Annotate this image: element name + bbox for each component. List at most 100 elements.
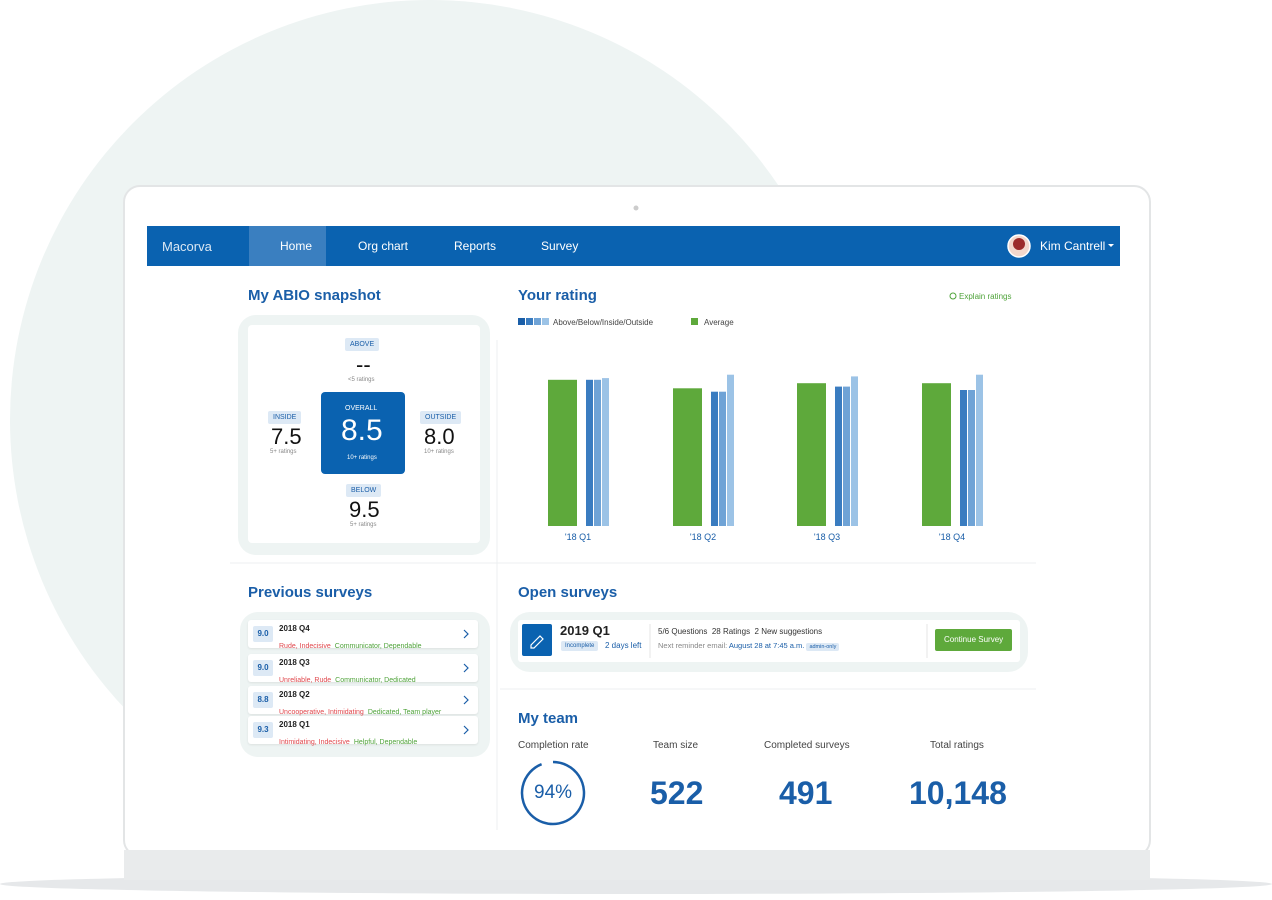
chevron[interactable] (462, 663, 470, 673)
abio-note: 10+ ratings (347, 455, 377, 461)
nav-item[interactable]: Home (280, 239, 313, 253)
open-card (518, 620, 1020, 662)
avatar-hair (1013, 238, 1025, 250)
abio-note: 5+ ratings (350, 522, 377, 528)
chevron[interactable] (462, 695, 470, 705)
stat-value: 491 (779, 775, 833, 811)
survey-period: 2018 Q4 (279, 624, 310, 633)
survey-due: 2 days left (605, 641, 642, 650)
bar (960, 390, 967, 526)
survey-traits: Intimidating, Indecisive Helpful, Dependa… (279, 731, 417, 749)
survey-row[interactable]: 9.0 2018 Q4 Rude, Indecisive Communicator, … (248, 620, 478, 650)
bar (968, 390, 975, 526)
abio-value: 7.5 (271, 424, 302, 449)
abio-value: 9.5 (349, 497, 380, 522)
nav-item[interactable]: Survey (541, 239, 579, 253)
brand[interactable]: Macorva (162, 239, 212, 254)
stat: 28 Ratings (711, 627, 751, 636)
nav-item[interactable]: Reports (454, 239, 497, 253)
survey-row[interactable]: 9.3 2018 Q1 Intimidating, Indecisive Helpfu… (248, 716, 478, 746)
rating-chart: Above/Below/Inside/Outside Average '18 Q1 '… (518, 318, 983, 542)
legend-label: Average (704, 318, 734, 327)
abio-note: <5 ratings (348, 377, 375, 383)
stat-label: Completed surveys (764, 740, 850, 751)
x-tick-label: '18 Q2 (690, 532, 716, 542)
chevron-path (463, 725, 469, 735)
section-title: My team (518, 710, 579, 727)
negative-traits: Unreliable, Rude (279, 677, 332, 684)
x-tick-label: '18 Q4 (939, 532, 965, 542)
survey-stats: 5/6 Questions 28 Ratings 2 New suggestio… (658, 627, 822, 636)
survey-traits: Unreliable, Rude Communicator, Dedicated (279, 669, 416, 687)
button-label[interactable]: Continue Survey (944, 635, 1004, 644)
nav-active (249, 226, 326, 266)
reminder: Next reminder email: August 28 at 7:45 a… (658, 641, 840, 651)
completion-ring (520, 760, 586, 826)
chevron-path (463, 695, 469, 705)
negative-traits: Rude, Indecisive (279, 643, 331, 650)
bar (835, 386, 842, 526)
positive-traits: Communicator, Dependable (334, 643, 422, 650)
survey-traits: Rude, Indecisive Communicator, Dependable (279, 635, 422, 653)
abio-label: OUTSIDE (420, 411, 462, 424)
abio-label: OVERALL (345, 405, 378, 412)
bar (594, 379, 601, 526)
bar (719, 391, 726, 526)
positive-traits: Helpful, Dependable (353, 739, 418, 746)
user-name[interactable]: Kim Cantrell (1040, 239, 1106, 253)
negative-traits: Intimidating, Indecisive (279, 739, 350, 746)
abio-value: -- (356, 352, 371, 377)
abio-label: ABOVE (345, 338, 380, 351)
abio-value: 8.0 (424, 424, 455, 449)
survey-score: 9.0 (253, 660, 273, 676)
survey-traits: Uncooperative, Intimidating Dedicated, Te… (279, 701, 441, 719)
reminder-date: August 28 at 7:45 a.m. (728, 641, 805, 650)
chevron[interactable] (462, 725, 470, 735)
stat-value: 522 (650, 775, 704, 811)
bar (922, 383, 951, 526)
section-title: Open surveys (518, 584, 618, 601)
legend-swatch (526, 318, 533, 325)
legend-swatch (542, 318, 549, 325)
explain-link[interactable]: Explain ratings (959, 292, 1012, 301)
survey-period: 2018 Q1 (279, 720, 310, 729)
info-icon (949, 292, 957, 300)
camera (633, 205, 639, 211)
positive-traits: Dedicated, Team player (367, 709, 442, 716)
x-tick-label: '18 Q1 (565, 532, 591, 542)
bar (843, 386, 850, 526)
abio-value: 8.5 (341, 414, 383, 447)
nav-item[interactable]: Org chart (358, 239, 409, 253)
survey-period: 2019 Q1 (560, 623, 610, 638)
pencil-icon (530, 635, 544, 649)
abio-note: 5+ ratings (270, 449, 297, 455)
abio-label: BELOW (346, 484, 382, 497)
positive-traits: Communicator, Dedicated (335, 677, 416, 684)
survey-score: 9.3 (253, 722, 273, 738)
bar (727, 374, 734, 526)
continue-button[interactable] (935, 629, 1012, 651)
stat: 2 New suggestions (754, 627, 823, 636)
stat: 5/6 Questions (658, 627, 708, 636)
admin-tag: admin-only (806, 643, 840, 651)
stat-label: Total ratings (930, 740, 984, 751)
bar (711, 391, 718, 526)
survey-row[interactable]: 8.8 2018 Q2 Uncooperative, Intimidating Ded… (248, 686, 478, 716)
overall-box (321, 392, 405, 474)
user-caret (1108, 244, 1114, 247)
survey-status: Incomplete (561, 641, 599, 651)
legend-swatch (518, 318, 525, 325)
legend-swatch (534, 318, 541, 325)
chevron[interactable] (462, 629, 470, 639)
completion-arc (520, 760, 586, 826)
bar (976, 374, 983, 526)
survey-score: 8.8 (253, 692, 273, 708)
survey-icon (522, 624, 552, 656)
chevron-path (463, 663, 469, 673)
survey-row[interactable]: 9.0 2018 Q3 Unreliable, Rude Communicator, … (248, 654, 478, 684)
bar (548, 379, 577, 526)
chart-title: Your rating (518, 287, 597, 304)
chevron-path (463, 629, 469, 639)
bar (673, 388, 702, 526)
